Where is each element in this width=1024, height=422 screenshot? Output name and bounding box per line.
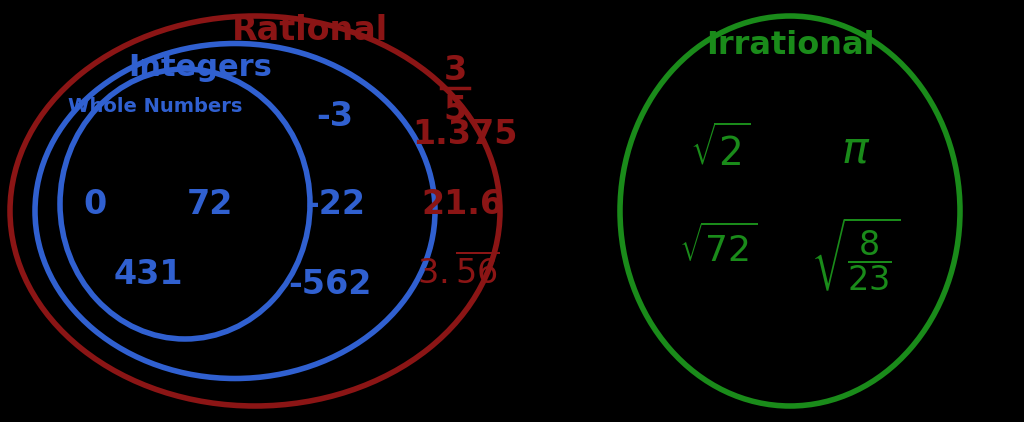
Text: 3: 3: [443, 54, 467, 87]
Text: $\sqrt{72}$: $\sqrt{72}$: [679, 225, 757, 269]
Text: Whole Numbers: Whole Numbers: [68, 97, 243, 116]
Text: 0: 0: [83, 187, 106, 221]
Text: Integers: Integers: [128, 52, 272, 81]
Text: 1.375: 1.375: [413, 117, 518, 151]
Text: 72: 72: [186, 187, 233, 221]
Text: 431: 431: [114, 257, 182, 290]
Text: -3: -3: [316, 100, 353, 133]
Text: -22: -22: [305, 187, 365, 221]
Text: $\sqrt{2}$: $\sqrt{2}$: [690, 126, 751, 174]
Text: $\pi$: $\pi$: [842, 129, 870, 171]
Text: $3.\overline{56}$: $3.\overline{56}$: [417, 253, 500, 291]
Text: Rational: Rational: [232, 14, 388, 46]
Text: -562: -562: [289, 268, 372, 300]
Text: 21.6: 21.6: [421, 187, 503, 221]
Text: $\sqrt{\dfrac{8}{23}}$: $\sqrt{\dfrac{8}{23}}$: [811, 215, 901, 293]
Text: 5: 5: [443, 94, 467, 127]
Text: Irrational: Irrational: [706, 30, 874, 62]
